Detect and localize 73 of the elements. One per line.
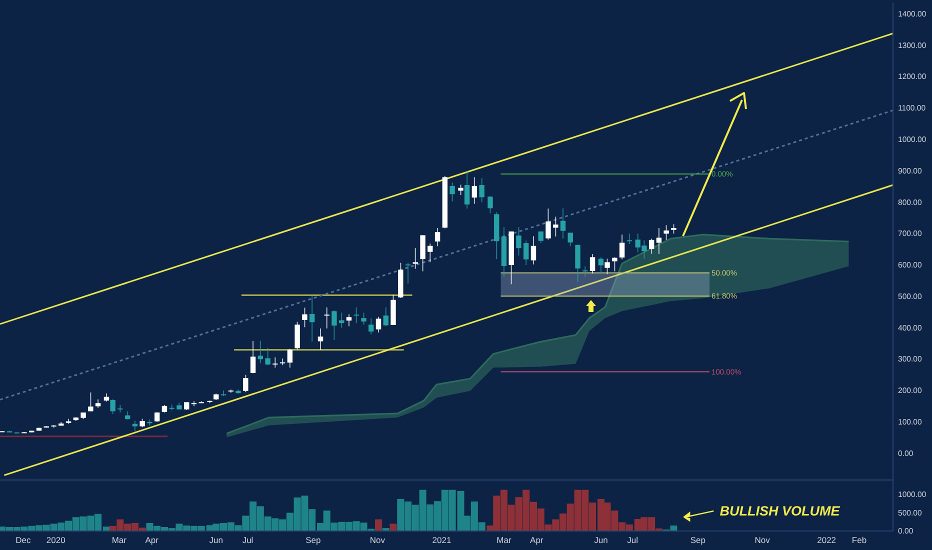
candlestick [582,266,588,278]
candlestick [332,310,337,341]
candlestick [656,228,662,255]
x-tick-label: Jun [594,535,608,546]
candlestick [553,216,558,237]
candlestick [575,244,580,282]
x-tick-label: Jun [209,535,224,546]
candlestick [383,306,388,327]
candlestick [488,196,493,214]
x-tick-label: 2021 [432,535,452,546]
x-tick-label: Dec [16,535,32,546]
candlestick [302,307,308,328]
candlestick [590,254,596,274]
candlestick [243,374,248,393]
candlestick [250,340,256,374]
candlestick [671,224,676,234]
candlestick [598,256,604,275]
candlestick [346,314,352,327]
x-tick-label: Jul [242,535,254,546]
candlestick [428,243,433,263]
candlestick [354,306,359,324]
bar [390,524,397,531]
x-tick-label: Jul [627,535,638,546]
x-tick-label: Sep [306,535,321,546]
candlestick [458,184,464,196]
candlestick [405,262,411,284]
candlestick [318,328,324,351]
candlestick [524,240,529,266]
x-tick-label: Mar [112,535,127,546]
candlestick [604,258,610,275]
candlestick [434,228,440,247]
candlestick [376,316,382,334]
x-tick-label: Nov [754,535,771,546]
candlestick [412,248,418,270]
candlestick [132,420,138,432]
candlestick [361,312,366,326]
candlestick [472,176,478,204]
candlestick [154,412,160,422]
candlestick [560,208,566,240]
candlestick [450,182,455,202]
candlestick [368,318,374,335]
x-tick-label: Mar [496,535,512,546]
candlestick [626,233,632,245]
candlestick [648,238,654,254]
x-tick-label: Apr [530,535,544,546]
candlestick [619,234,625,260]
candlestick [294,321,300,350]
x-tick-label: Nov [370,535,386,546]
candlestick [287,348,293,368]
candlestick [546,208,551,240]
candlestick [464,170,470,210]
x-tick-label: Feb [852,535,867,546]
candlestick [309,295,315,342]
candlestick [324,306,330,329]
candlestick [479,178,484,203]
candlestick [612,256,618,272]
candlestick [530,236,536,265]
bar [374,519,382,531]
candlestick [420,234,426,272]
candlestick [265,347,270,366]
x-tick-label: Sep [690,535,706,546]
candlestick [191,400,197,407]
candlestick [516,226,522,256]
candlestick [568,232,573,247]
candlestick [258,340,264,364]
x-tick-label: 2020 [46,535,66,546]
candlestick [88,392,94,412]
candlestick [272,356,278,368]
annotation: BULLISH VOLUME [720,504,841,519]
x-tick-label: 2022 [817,535,836,546]
x-tick-label: Apr [145,535,159,546]
candlestick [110,398,116,415]
candlestick [664,224,669,240]
